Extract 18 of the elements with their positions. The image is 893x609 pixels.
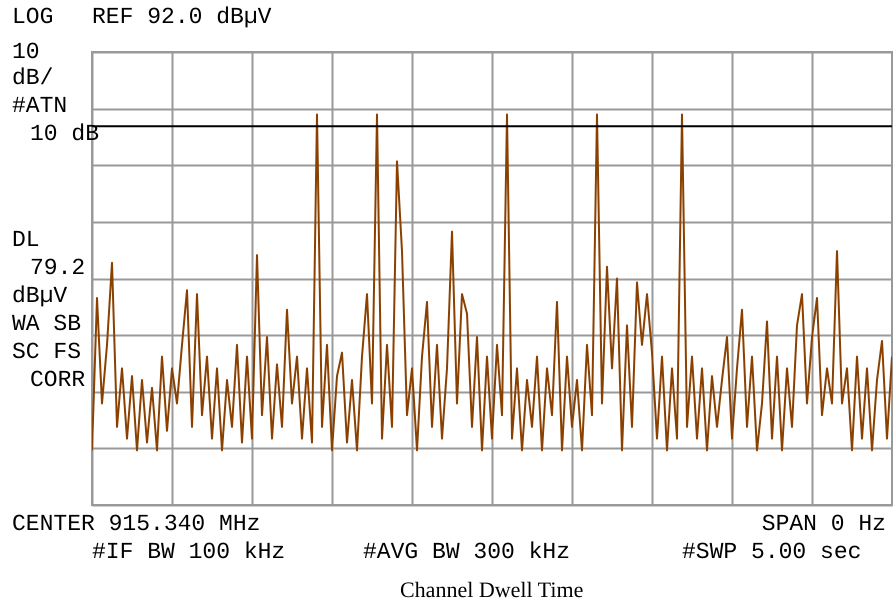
text: LOG	[12, 4, 54, 30]
text: CORR	[30, 367, 86, 393]
text: #SWP 5.00 sec	[682, 539, 862, 565]
text: SC FS	[12, 339, 82, 365]
text: Channel Dwell Time	[400, 577, 584, 602]
annotation: 10 dB	[30, 121, 100, 147]
text: DL	[12, 227, 40, 253]
text: WA SB	[12, 311, 82, 337]
text: #IF BW 100 kHz	[92, 539, 286, 565]
text: SPAN 0 Hz	[762, 511, 886, 537]
text: #ATN	[12, 93, 68, 119]
text: dBµV	[12, 283, 68, 309]
text: 79.2	[30, 255, 86, 281]
text: REF 92.0 dBµV	[92, 4, 272, 30]
text: 10	[12, 39, 40, 65]
text: CENTER 915.340 MHz	[12, 511, 260, 537]
text: #AVG BW 300 kHz	[363, 539, 570, 565]
text: dB/	[12, 65, 54, 91]
